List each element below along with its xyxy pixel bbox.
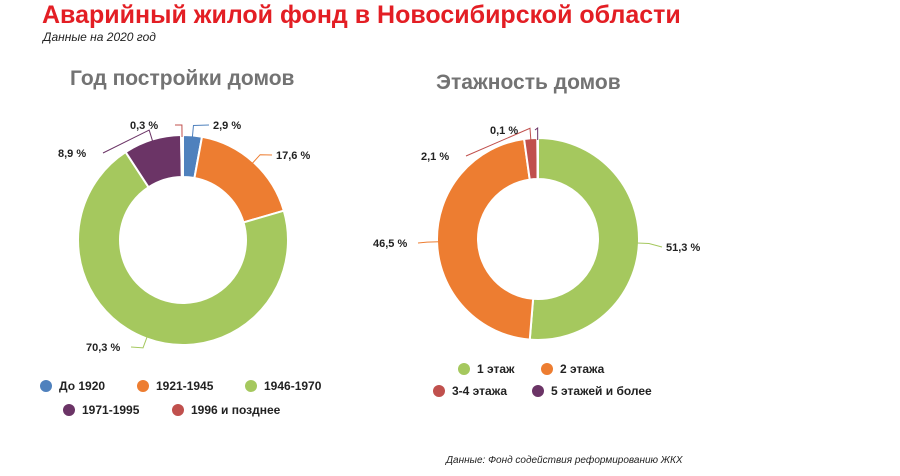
legend-item-1-5: 1996 и позднее xyxy=(172,403,280,417)
chart-title-floors: Этажность домов xyxy=(436,71,621,94)
donut-slice-2-1 xyxy=(528,136,641,341)
donut-slice-1-3 xyxy=(77,150,289,346)
data-label-1-2: 17,6 % xyxy=(276,150,310,162)
legend-marker-icon xyxy=(137,380,149,392)
legend-label: 5 этажей и более xyxy=(551,384,652,398)
source-note: Данные: Фонд содействия реформированию Ж… xyxy=(446,455,683,466)
leader-line-2-1 xyxy=(636,242,663,248)
page-subtitle: Данные на 2020 год xyxy=(43,30,156,44)
legend-marker-icon xyxy=(172,404,184,416)
leader-line-2-4 xyxy=(534,126,539,141)
legend-label: 2 этажа xyxy=(560,362,605,376)
donut-slice-2-4 xyxy=(536,136,539,181)
data-label-2-1: 51,3 % xyxy=(666,242,700,254)
legend-item-2-3: 3-4 этажа xyxy=(433,384,507,398)
data-label-2-3: 2,1 % xyxy=(421,151,449,163)
leader-line-1-5 xyxy=(174,124,183,138)
legend-item-1-1: До 1920 xyxy=(40,379,105,393)
page-title: Аварийный жилой фонд в Новосибирской обл… xyxy=(42,1,681,29)
legend-item-1-4: 1971-1995 xyxy=(63,403,139,417)
legend-item-1-2: 1921-1945 xyxy=(137,379,213,393)
legend-marker-icon xyxy=(63,404,75,416)
data-label-2-2: 46,5 % xyxy=(373,238,407,250)
legend-label: 1921-1945 xyxy=(156,379,214,393)
leader-line-1-4 xyxy=(102,129,154,154)
leader-line-2-3 xyxy=(465,127,532,157)
data-label-1-5: 0,3 % xyxy=(130,120,158,132)
legend-label: 1 этаж xyxy=(477,362,515,376)
leader-line-1-3 xyxy=(130,336,148,349)
data-label-1-1: 2,9 % xyxy=(213,120,241,132)
data-label-1-4: 8,9 % xyxy=(58,148,86,160)
legend-marker-icon xyxy=(433,385,445,397)
legend-marker-icon xyxy=(541,363,553,375)
legend-item-1-3: 1946-1970 xyxy=(245,379,321,393)
donut-slice-2-2 xyxy=(436,137,535,341)
leader-line-1-2 xyxy=(251,154,273,164)
legend-item-2-4: 5 этажей и более xyxy=(532,384,652,398)
legend-label: 1946-1970 xyxy=(264,379,322,393)
legend-item-2-1: 1 этаж xyxy=(458,362,515,376)
data-label-1-3: 70,3 % xyxy=(86,342,120,354)
legend-label: 1971-1995 xyxy=(82,403,140,417)
legend-marker-icon xyxy=(245,380,257,392)
leader-line-1-1 xyxy=(191,124,210,138)
legend-marker-icon xyxy=(458,363,470,375)
legend-marker-icon xyxy=(532,385,544,397)
legend-label: 1996 и позднее xyxy=(191,403,281,417)
legend-label: До 1920 xyxy=(59,379,106,393)
legend-marker-icon xyxy=(40,380,52,392)
chart-title-build-year: Год постройки домов xyxy=(70,67,295,90)
legend-item-2-2: 2 этажа xyxy=(541,362,604,376)
leader-line-2-2 xyxy=(417,241,440,244)
data-label-2-4: 0,1 % xyxy=(490,125,518,137)
legend-label: 3-4 этажа xyxy=(452,384,508,398)
